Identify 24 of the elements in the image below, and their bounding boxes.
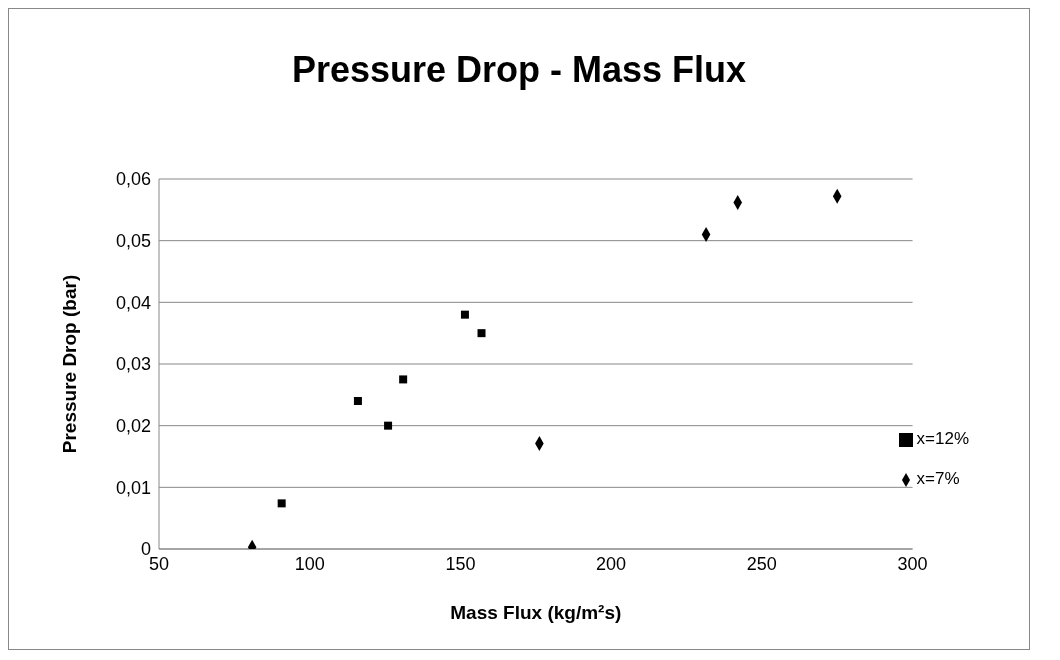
x-tick-label: 200 bbox=[596, 553, 627, 574]
y-tick-label: 0,02 bbox=[115, 416, 151, 437]
point bbox=[353, 397, 362, 405]
y-tick-label: 0,03 bbox=[115, 354, 151, 375]
point bbox=[477, 329, 486, 338]
chart-title: Pressure Drop - Mass Flux bbox=[290, 49, 748, 91]
point bbox=[384, 421, 393, 430]
y-tick-label: 0,04 bbox=[115, 292, 151, 313]
y-tick-label: 0 bbox=[140, 539, 151, 560]
x-tick-label: 250 bbox=[746, 553, 777, 574]
legend-label: x=12% bbox=[916, 429, 969, 448]
y-axis-title: Pressure Drop (bar) bbox=[58, 274, 80, 454]
x-tick-label: 300 bbox=[897, 553, 928, 574]
x-tick-label: 150 bbox=[445, 553, 476, 574]
x-axis-title: Mass Flux (kg/m²s) bbox=[450, 602, 622, 623]
y-tick-label: 0,01 bbox=[115, 477, 151, 498]
x-tick-label: 50 bbox=[148, 553, 170, 574]
point bbox=[460, 310, 469, 319]
point bbox=[399, 375, 408, 384]
legend-label: x=7% bbox=[916, 469, 960, 488]
point bbox=[277, 499, 286, 508]
y-tick-label: 0,06 bbox=[115, 169, 151, 190]
y-tick-label: 0,05 bbox=[115, 231, 151, 252]
x-tick-label: 100 bbox=[294, 553, 325, 574]
